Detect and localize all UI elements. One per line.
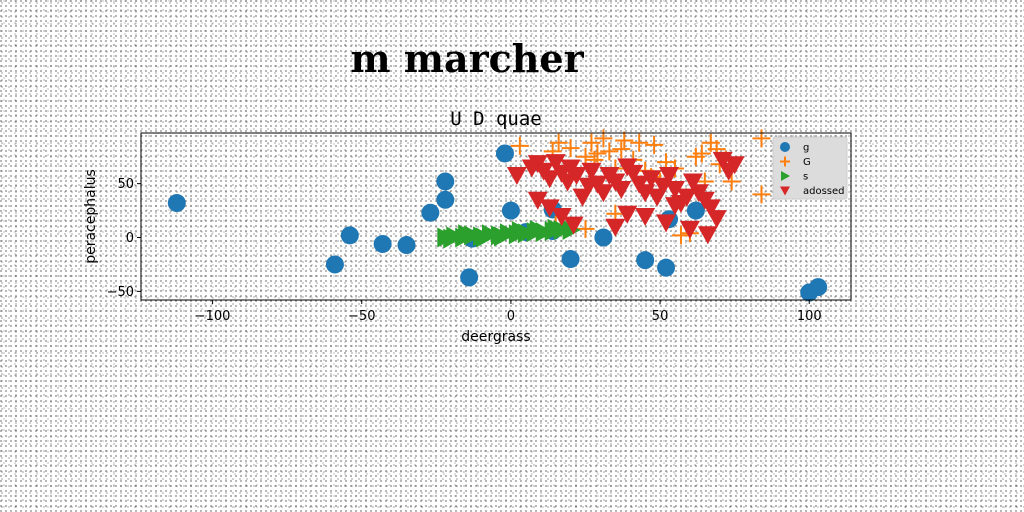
data-point: [682, 173, 703, 192]
y-axis-label: peracephalus: [83, 169, 99, 264]
series-s: [437, 218, 581, 249]
data-point: [752, 129, 771, 148]
data-point: [664, 197, 685, 216]
data-point: [617, 205, 638, 224]
data-point: [664, 181, 685, 200]
legend-box: [772, 136, 848, 200]
data-point: [615, 131, 634, 150]
data-point: [443, 228, 462, 249]
data-point: [510, 136, 529, 155]
legend-label: g: [803, 143, 809, 154]
data-point: [421, 203, 440, 222]
y-tick-label: 50: [117, 177, 134, 192]
data-point: [340, 226, 359, 245]
data-point: [676, 188, 697, 207]
data-point: [706, 210, 727, 229]
figure-title: m marcher: [350, 36, 584, 81]
data-point: [458, 224, 477, 245]
data-point: [561, 250, 580, 269]
legend-marker: [780, 142, 790, 152]
data-point: [641, 170, 662, 189]
data-point: [511, 221, 530, 242]
data-point: [460, 268, 479, 287]
data-point: [635, 207, 656, 226]
data-point: [495, 144, 514, 163]
data-point: [539, 199, 560, 218]
series-adossed: [506, 151, 745, 245]
data-point: [692, 144, 711, 163]
x-tick-label: −50: [348, 309, 375, 324]
data-point: [594, 228, 613, 247]
legend-marker: [780, 156, 790, 167]
data-point: [752, 185, 771, 204]
data-point: [436, 172, 455, 191]
y-tick-label: 0: [126, 231, 134, 246]
legend-label: s: [803, 172, 808, 183]
axes-title: U D quae: [450, 108, 542, 130]
data-point: [527, 191, 548, 210]
data-point: [809, 278, 828, 297]
data-point: [659, 167, 680, 186]
x-tick-label: 0: [507, 309, 515, 324]
data-point: [645, 135, 664, 154]
data-point: [373, 234, 392, 253]
x-axis-label: deergrass: [461, 329, 530, 345]
data-point: [630, 133, 649, 152]
data-point: [600, 142, 619, 161]
x-axis-ticks: −100 −50 0 50 100: [195, 300, 822, 324]
plot-frame: [140, 132, 852, 301]
data-point: [679, 220, 700, 239]
data-point: [551, 207, 572, 226]
data-point: [557, 173, 578, 192]
legend-marker: [781, 171, 790, 181]
data-point: [547, 218, 566, 239]
data-point: [506, 167, 527, 186]
data-points: [167, 129, 828, 302]
data-point: [594, 129, 613, 148]
data-point: [588, 144, 607, 163]
data-point: [671, 226, 690, 245]
data-point: [636, 251, 655, 270]
data-point: [656, 214, 677, 233]
data-point: [493, 226, 512, 247]
data-point: [722, 172, 741, 191]
data-point: [612, 140, 631, 159]
data-point: [397, 236, 416, 255]
data-point: [545, 154, 566, 173]
legend: gGs adossed: [772, 136, 848, 200]
data-point: [697, 226, 718, 245]
data-point: [611, 181, 632, 200]
data-point: [436, 190, 455, 209]
legend-label: G: [803, 157, 811, 168]
x-tick-label: −100: [195, 309, 231, 324]
data-point: [686, 201, 705, 220]
data-point: [325, 255, 344, 274]
data-point: [724, 156, 745, 175]
data-point: [539, 170, 560, 189]
y-axis-ticks: −50 0 50: [107, 177, 141, 300]
data-point: [605, 218, 626, 237]
data-point: [582, 133, 601, 152]
x-tick-label: 100: [797, 309, 822, 324]
data-point: [561, 139, 580, 158]
x-tick-label: 50: [652, 309, 669, 324]
legend-label: adossed: [803, 186, 845, 197]
legend-marker: [780, 186, 790, 196]
data-point: [576, 147, 595, 166]
data-point: [167, 194, 186, 213]
data-point: [576, 219, 595, 238]
data-point: [476, 227, 495, 248]
data-point: [501, 201, 520, 220]
y-tick-label: −50: [107, 285, 134, 300]
data-point: [657, 258, 676, 277]
data-point: [581, 162, 602, 181]
data-point: [529, 219, 548, 240]
data-point: [623, 164, 644, 183]
data-point: [700, 199, 721, 218]
data-point: [563, 216, 584, 235]
data-point: [549, 133, 568, 152]
data-point: [566, 167, 587, 186]
data-point: [593, 184, 614, 203]
